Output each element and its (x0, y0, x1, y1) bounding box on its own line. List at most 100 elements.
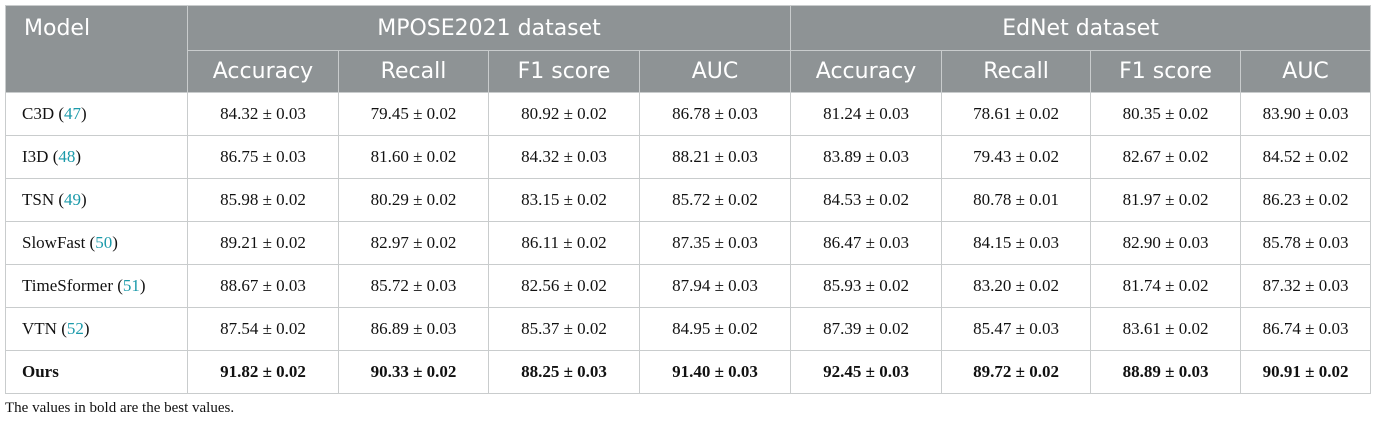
value-cell: 80.29 ± 0.02 (338, 178, 489, 222)
model-cell: VTN (52) (5, 307, 188, 351)
footnote: The values in bold are the best values. (5, 400, 235, 416)
value-cell: 81.97 ± 0.02 (1090, 178, 1242, 222)
value-cell: 82.97 ± 0.02 (338, 221, 489, 265)
value-cell: 88.67 ± 0.03 (187, 264, 339, 308)
value-cell: 83.61 ± 0.02 (1090, 307, 1242, 351)
value-cell: 84.53 ± 0.02 (790, 178, 943, 222)
value-cell: 84.32 ± 0.03 (187, 92, 339, 136)
table-row: VTN (52) 87.54 ± 0.02 86.89 ± 0.03 85.37 ± … (5, 307, 1372, 351)
model-cell: Ours (5, 350, 188, 394)
citation-link[interactable]: 50 (95, 233, 113, 252)
value-cell: 90.33 ± 0.02 (338, 350, 489, 394)
model-name: Ours (22, 362, 59, 381)
metric-header: Recall (338, 50, 489, 93)
value-cell: 87.94 ± 0.03 (638, 264, 792, 308)
value-cell: 85.72 ± 0.03 (338, 264, 489, 308)
value-cell: 87.32 ± 0.03 (1240, 264, 1372, 308)
value-cell: 84.95 ± 0.02 (638, 307, 792, 351)
metric-header: Recall (941, 50, 1092, 93)
metric-header: F1 score (1090, 50, 1242, 93)
model-cell: SlowFast (50) (5, 221, 188, 265)
group-header: MPOSE2021 dataset (186, 5, 792, 51)
citation-link[interactable]: 47 (64, 104, 82, 123)
model-name: ) (139, 276, 146, 295)
model-name: ) (83, 319, 90, 338)
metric-header: F1 score (488, 50, 640, 93)
value-cell: 91.40 ± 0.03 (638, 350, 792, 394)
metric-header: AUC (1240, 50, 1372, 93)
value-cell: 89.21 ± 0.02 (187, 221, 339, 265)
model-name: SlowFast ( (22, 233, 96, 252)
model-name: ) (112, 233, 118, 252)
model-cell: C3D (47) (5, 92, 188, 136)
value-cell: 79.43 ± 0.02 (941, 135, 1092, 179)
table-wrap: Model MPOSE2021 dataset EdNet dataset Acc… (5, 5, 1372, 394)
value-cell: 88.89 ± 0.03 (1090, 350, 1242, 394)
value-cell: 85.98 ± 0.02 (187, 178, 339, 222)
table-row: SlowFast (50) 89.21 ± 0.02 82.97 ± 0.02 86.… (5, 221, 1372, 265)
metric-header: Accuracy (187, 50, 339, 93)
value-cell: 80.92 ± 0.02 (488, 92, 640, 136)
model-name: I3D ( (22, 147, 59, 166)
model-cell: TSN (49) (5, 178, 188, 222)
metric-header: AUC (638, 50, 792, 93)
value-cell: 84.15 ± 0.03 (941, 221, 1092, 265)
group-header: EdNet dataset (790, 5, 1372, 51)
value-cell: 84.32 ± 0.03 (488, 135, 640, 179)
value-cell: 91.82 ± 0.02 (187, 350, 339, 394)
citation-link[interactable]: 51 (122, 276, 140, 295)
value-cell: 92.45 ± 0.03 (790, 350, 943, 394)
citation-link[interactable]: 52 (66, 319, 84, 338)
citation-link[interactable]: 48 (58, 147, 76, 166)
citation-link[interactable]: 49 (64, 190, 82, 209)
value-cell: 82.56 ± 0.02 (488, 264, 640, 308)
table-row: I3D (48) 86.75 ± 0.03 81.60 ± 0.02 84.32 ± … (5, 135, 1372, 179)
value-cell: 82.90 ± 0.03 (1090, 221, 1242, 265)
value-cell: 81.74 ± 0.02 (1090, 264, 1242, 308)
model-name: TimeSformer ( (22, 276, 123, 295)
value-cell: 87.35 ± 0.03 (638, 221, 792, 265)
model-header: Model (5, 5, 188, 93)
value-cell: 86.78 ± 0.03 (638, 92, 792, 136)
value-cell: 85.78 ± 0.03 (1240, 221, 1372, 265)
model-name: ) (81, 104, 87, 123)
value-cell: 81.24 ± 0.03 (790, 92, 943, 136)
value-cell: 86.89 ± 0.03 (338, 307, 489, 351)
value-cell: 86.74 ± 0.03 (1240, 307, 1372, 351)
value-cell: 87.39 ± 0.02 (790, 307, 943, 351)
value-cell: 86.47 ± 0.03 (790, 221, 943, 265)
value-cell: 83.20 ± 0.02 (941, 264, 1092, 308)
value-cell: 86.23 ± 0.02 (1240, 178, 1372, 222)
model-name: TSN ( (22, 190, 65, 209)
results-table: Model MPOSE2021 dataset EdNet dataset Acc… (5, 5, 1372, 394)
value-cell: 88.25 ± 0.03 (488, 350, 640, 394)
value-cell: 81.60 ± 0.02 (338, 135, 489, 179)
model-name: VTN ( (22, 319, 67, 338)
value-cell: 78.61 ± 0.02 (941, 92, 1092, 136)
table-body: C3D (47) 84.32 ± 0.03 79.45 ± 0.02 80.92 ± … (5, 92, 1372, 394)
value-cell: 85.72 ± 0.02 (638, 178, 792, 222)
value-cell: 85.47 ± 0.03 (941, 307, 1092, 351)
model-cell: I3D (48) (5, 135, 188, 179)
value-cell: 79.45 ± 0.02 (338, 92, 489, 136)
model-name: ) (81, 190, 87, 209)
value-cell: 90.91 ± 0.02 (1240, 350, 1372, 394)
value-cell: 83.89 ± 0.03 (790, 135, 943, 179)
value-cell: 89.72 ± 0.02 (941, 350, 1092, 394)
value-cell: 87.54 ± 0.02 (187, 307, 339, 351)
model-cell: TimeSformer (51) (5, 264, 188, 308)
header-row: Model MPOSE2021 dataset EdNet dataset (5, 5, 1372, 93)
value-cell: 86.11 ± 0.02 (488, 221, 640, 265)
metric-header: Accuracy (790, 50, 943, 93)
value-cell: 83.90 ± 0.03 (1240, 92, 1372, 136)
value-cell: 83.15 ± 0.02 (488, 178, 640, 222)
value-cell: 85.93 ± 0.02 (790, 264, 943, 308)
table-row: C3D (47) 84.32 ± 0.03 79.45 ± 0.02 80.92 ± … (5, 92, 1372, 136)
value-cell: 86.75 ± 0.03 (187, 135, 339, 179)
value-cell: 80.35 ± 0.02 (1090, 92, 1242, 136)
table-row: Ours 91.82 ± 0.02 90.33 ± 0.02 88.25 ± 0.03… (5, 350, 1372, 394)
value-cell: 85.37 ± 0.02 (488, 307, 640, 351)
value-cell: 84.52 ± 0.02 (1240, 135, 1372, 179)
header-row: Accuracy Recall F1 score AUC Accuracy Recall F… (6, 50, 1372, 93)
